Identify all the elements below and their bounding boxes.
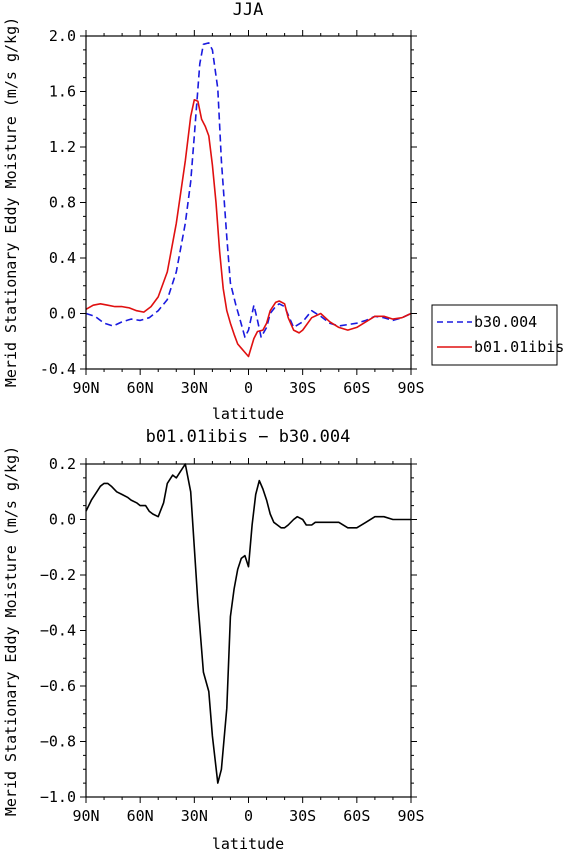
x-tick-label: 60N (127, 379, 154, 397)
x-tick-label: 90N (72, 807, 99, 825)
plot-frame (85, 463, 412, 798)
x-tick-label: 0 (244, 807, 253, 825)
chart-title: JJA (233, 0, 264, 20)
y-axis-label: Merid Stationary Eddy Moisture (m/s g/kg… (2, 446, 20, 816)
x-tick-label: 30N (181, 807, 208, 825)
tick-group: 90N 60N 30N 0 30S 60S 90S −1.0 −0.8 −0.6 −0.4 −0.2 0… (40, 455, 425, 825)
series-line-difference (85, 463, 411, 784)
series-line-b01-01ibis (85, 99, 412, 358)
y-tick-label: 0.0 (49, 511, 76, 529)
y-tick-label: −1.0 (40, 788, 76, 806)
y-tick-label: 2.0 (49, 27, 76, 45)
y-tick-label: 0.2 (49, 455, 76, 473)
chart-difference: b01.01ibis − b30.004 latitude Merid Stat… (2, 427, 425, 851)
y-axis-label: Merid Stationary Eddy Moisture (m/s g/kg… (2, 17, 20, 387)
x-tick-label: 30S (289, 379, 316, 397)
x-tick-label: 90N (72, 379, 99, 397)
x-tick-label: 90S (397, 807, 424, 825)
x-tick-label: 30S (289, 807, 316, 825)
y-tick-label: -0.4 (40, 360, 76, 378)
plot-frame (85, 35, 412, 370)
y-tick-label: 0.0 (49, 305, 76, 323)
legend-box (431, 304, 558, 366)
x-axis-label: latitude (212, 405, 284, 423)
chart-title: b01.01ibis − b30.004 (146, 427, 351, 447)
x-axis-label: latitude (212, 835, 284, 851)
y-tick-label: −0.6 (40, 677, 76, 695)
x-tick-label: 0 (244, 379, 253, 397)
legend-label-b01-01ibis: b01.01ibis (474, 338, 564, 356)
plot-area (85, 463, 411, 784)
x-tick-label: 60S (343, 807, 370, 825)
y-tick-label: 1.2 (49, 138, 76, 156)
plot-area (85, 42, 412, 358)
x-tick-label: 60N (127, 807, 154, 825)
tick-group: 90N 60N 30N 0 30S 60S 90S -0.4 0.0 0.4 0.8 1.2 1.6 2.… (40, 27, 425, 397)
y-tick-label: 0.4 (49, 249, 76, 267)
legend: b30.004 b01.01ibis (431, 304, 564, 366)
x-tick-label: 30N (181, 379, 208, 397)
y-tick-label: 1.6 (49, 83, 76, 101)
x-tick-label: 90S (397, 379, 424, 397)
y-tick-label: −0.8 (40, 733, 76, 751)
y-tick-label: 0.8 (49, 194, 76, 212)
y-tick-label: −0.2 (40, 566, 76, 584)
legend-label-b30-004: b30.004 (474, 313, 537, 331)
series-line-b30-004 (85, 42, 412, 338)
chart-jja: JJA latitude Merid Stationary Eddy Moist… (2, 0, 425, 423)
y-tick-label: −0.4 (40, 622, 76, 640)
x-tick-label: 60S (343, 379, 370, 397)
